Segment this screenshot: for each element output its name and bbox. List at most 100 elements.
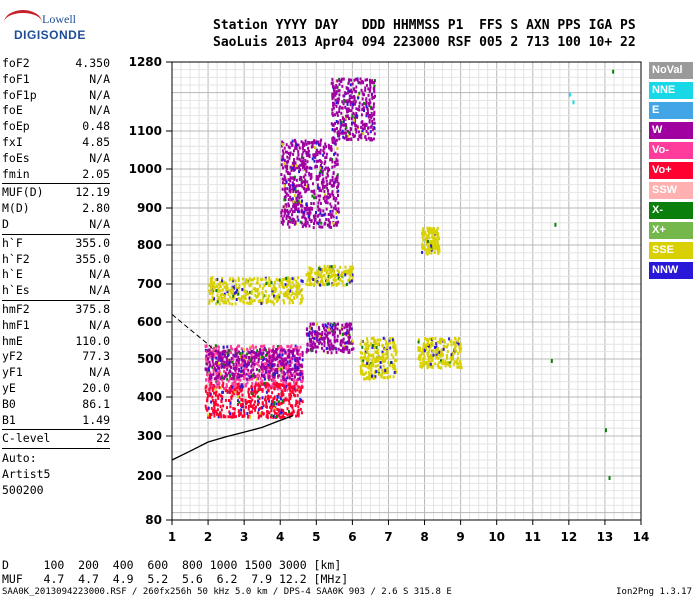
echo-point	[289, 151, 292, 155]
echo-point	[374, 364, 377, 368]
echo-point	[431, 356, 434, 360]
echo-point	[351, 90, 353, 94]
echo-point	[451, 357, 454, 361]
echo-point	[345, 126, 348, 130]
echo-point	[224, 353, 227, 357]
echo-point	[306, 151, 309, 155]
echo-point	[438, 247, 441, 251]
echo-point	[260, 277, 263, 281]
echo-point	[239, 411, 242, 415]
echo-point	[344, 283, 347, 287]
echo-point	[423, 360, 426, 364]
echo-point	[422, 363, 425, 367]
echo-point	[362, 127, 365, 131]
echo-point	[213, 406, 216, 410]
echo-point	[272, 292, 274, 296]
echo-point	[341, 116, 344, 120]
echo-point	[393, 366, 396, 370]
echo-point	[323, 336, 326, 340]
echo-point	[308, 213, 311, 216]
echo-point	[287, 366, 290, 370]
legend-item-x-: X+	[649, 222, 693, 239]
echo-point	[291, 350, 294, 354]
echo-point	[274, 357, 277, 361]
muf-row-distance: D 100 200 400 600 800 1000 1500 3000 [km…	[2, 558, 342, 572]
echo-point	[345, 91, 348, 95]
echo-point	[215, 302, 218, 306]
echo-point	[288, 296, 291, 300]
param-value: 20.0	[82, 380, 110, 395]
echo-point	[301, 225, 304, 229]
echo-point	[231, 291, 234, 295]
echo-point	[454, 346, 457, 350]
echo-point	[234, 351, 237, 355]
echo-point	[219, 405, 222, 408]
x-tick-label: 9	[456, 530, 464, 544]
echo-point	[315, 151, 318, 155]
echo-point	[426, 339, 429, 342]
echo-point	[260, 302, 263, 305]
echo-point	[249, 403, 252, 407]
echo-point	[286, 413, 289, 417]
echo-point	[288, 376, 291, 380]
echo-point	[282, 143, 284, 147]
echo-point	[214, 393, 217, 397]
echo-point	[235, 283, 237, 286]
echo-point	[296, 349, 299, 353]
echo-point	[269, 356, 272, 360]
echo-point	[307, 141, 310, 145]
echo-point	[283, 195, 286, 199]
echo-point	[261, 286, 264, 290]
echo-point	[237, 384, 240, 388]
echo-point	[212, 409, 214, 413]
echo-point	[389, 341, 392, 345]
echo-point	[317, 159, 320, 163]
echo-point	[439, 341, 441, 345]
echo-point	[253, 407, 256, 411]
echo-point	[291, 413, 294, 416]
echo-point	[288, 183, 290, 186]
echo-point	[266, 364, 269, 367]
echo-point	[267, 369, 270, 373]
echo-point	[288, 350, 291, 353]
echo-point	[246, 352, 249, 356]
echo-point	[223, 365, 226, 369]
echo-point	[313, 219, 316, 223]
echo-point	[432, 349, 435, 353]
echo-point	[323, 195, 326, 199]
echo-point	[330, 205, 333, 209]
echo-point	[285, 217, 288, 220]
echo-point	[364, 88, 367, 92]
echo-point	[231, 297, 234, 301]
echo-point	[426, 352, 429, 355]
echo-point	[332, 184, 335, 188]
echo-point	[419, 361, 422, 365]
echo-point	[374, 341, 377, 345]
echo-point	[369, 85, 372, 89]
echo-point	[257, 359, 260, 363]
param-row: h`F 355.0	[2, 236, 110, 252]
echo-point	[231, 390, 234, 394]
echo-point	[360, 136, 363, 140]
echo-point	[234, 383, 237, 387]
echo-point	[336, 131, 339, 135]
echo-point	[287, 276, 289, 280]
echo-point	[338, 93, 341, 97]
echo-point	[309, 339, 312, 343]
echo-point	[357, 137, 360, 141]
echo-point	[298, 166, 301, 170]
echo-point	[314, 345, 317, 349]
echo-point	[283, 366, 285, 370]
echo-point	[350, 117, 353, 121]
echo-point	[348, 89, 351, 93]
echo-point	[319, 148, 322, 152]
echo-point	[282, 362, 285, 366]
echo-point	[337, 89, 340, 93]
separator	[2, 429, 110, 431]
echo-point	[269, 405, 272, 409]
echo-point	[301, 185, 304, 189]
echo-point	[226, 367, 229, 371]
echo-point	[333, 273, 336, 276]
echo-point	[289, 384, 292, 388]
echo-point	[213, 297, 215, 301]
